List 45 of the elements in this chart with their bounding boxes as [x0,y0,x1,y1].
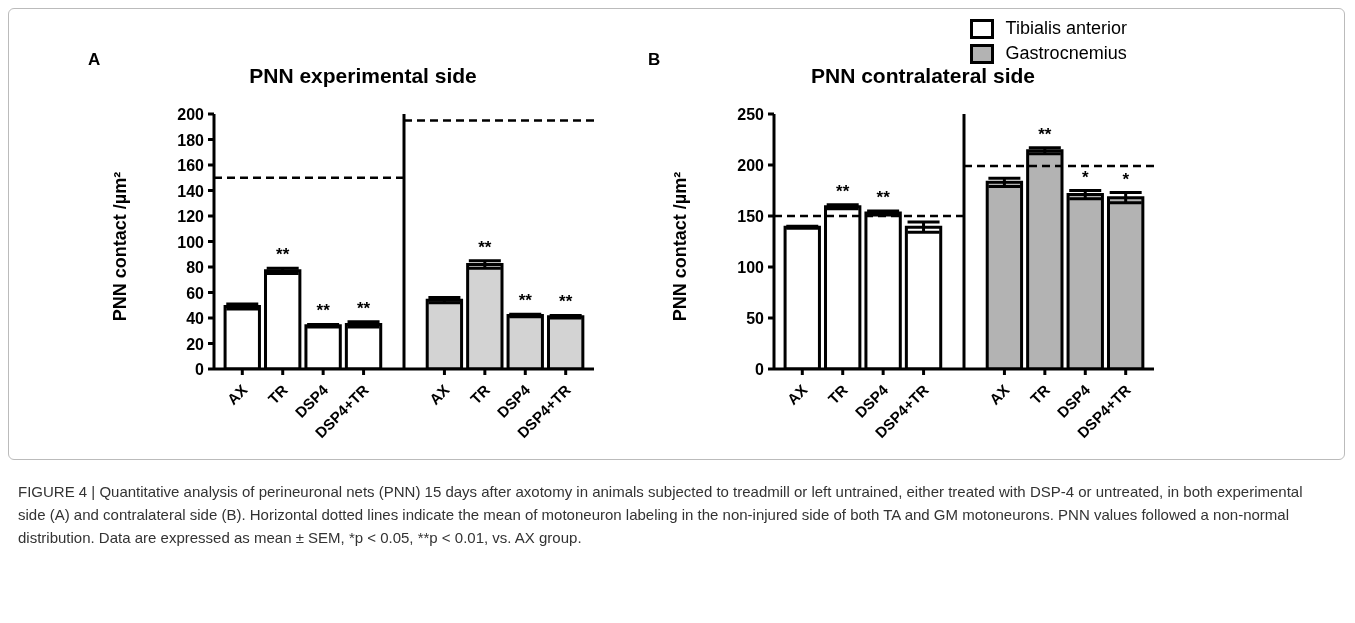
y-tick-label: 40 [186,310,205,327]
chart-title: PNN contralateral side [809,64,1037,88]
y-tick-label: 180 [177,131,205,149]
y-axis-title: PNN contact /µm² [670,171,690,322]
data-label: ** [836,181,850,201]
x-tick-label: AX [223,381,251,408]
y-tick-label: 160 [177,157,205,174]
y-tick-label: 20 [186,335,205,353]
data-label: ** [478,237,492,257]
data-label: ** [559,292,573,312]
y-tick-label: 250 [737,106,765,123]
data-label: ** [316,301,331,321]
y-tick-label: 120 [177,208,205,225]
x-tick-label: TR [824,380,851,408]
y-tick-label: 60 [186,284,205,302]
x-tick-label: TR [264,380,291,408]
legend-label: Tibialis anterior [1005,18,1127,39]
data-label: * [1122,169,1130,189]
y-tick-label: 200 [737,157,765,174]
y-tick-label: 100 [737,259,765,276]
y-tick-label: 100 [177,233,205,251]
y-axis-title: PNN contact /µm² [110,171,130,322]
data-label: ** [276,245,290,265]
legend-label: Gastrocnemius [1005,43,1127,64]
data-label: ** [518,291,533,311]
data-label: ** [356,298,371,318]
text: A [88,50,101,70]
y-tick-label: 200 [177,106,205,123]
y-tick-label: 150 [737,208,765,225]
y-tick-label: 140 [177,182,205,200]
y-tick-label: 80 [186,259,205,276]
data-label: ** [876,187,891,207]
x-tick-label: AX [985,381,1013,408]
text: B [648,50,661,70]
x-tick-label: TR [1026,380,1054,408]
x-tick-label: AX [425,381,453,408]
data-label: ** [1038,124,1052,144]
y-tick-label: 0 [755,361,765,378]
y-tick-label: 50 [746,310,765,327]
x-tick-label: AX [783,381,811,408]
data-label: * [1081,167,1089,187]
caption: FIGURE 4 | Quantitative analysis of perineuronal nets (PNN) 15 days after axotomy in animals subjected to treadmill or left untrained, either treated with DSP-4 or untreated, in both experimental side (A) and contralateral side (B). Horizontal dotted lines indicate the mean of motoneuron labeling in the non-injured side of both TA and GM motoneurons. PNN values followed a non-normal distribution. Data are expressed as mean ± SEM, *p < 0.05, **p < 0.01, vs. AX group. [18,482,1304,548]
y-tick-label: 0 [195,361,205,378]
x-tick-label: TR [466,380,494,408]
chart-title: PNN experimental side [248,64,478,88]
